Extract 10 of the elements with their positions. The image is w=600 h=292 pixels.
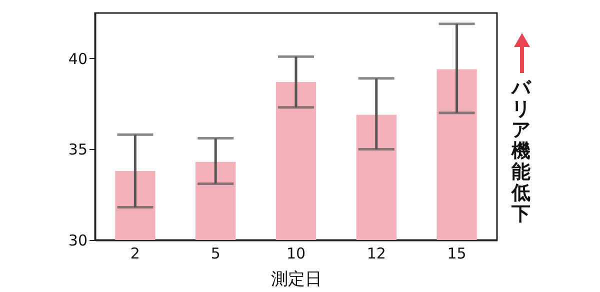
y-tick-label: 40 xyxy=(68,50,88,68)
x-tick-label: 15 xyxy=(447,244,466,262)
x-axis-title: 測定日 xyxy=(271,270,322,290)
text: バリア機能低下 xyxy=(510,77,532,225)
x-tick-label: 5 xyxy=(210,244,220,262)
y-tick-label: 35 xyxy=(68,140,88,159)
x-tick-label: 2 xyxy=(130,244,140,262)
x-tick-label: 10 xyxy=(286,244,306,262)
x-tick-label: 12 xyxy=(366,244,386,262)
y-tick-label: 30 xyxy=(68,232,88,250)
